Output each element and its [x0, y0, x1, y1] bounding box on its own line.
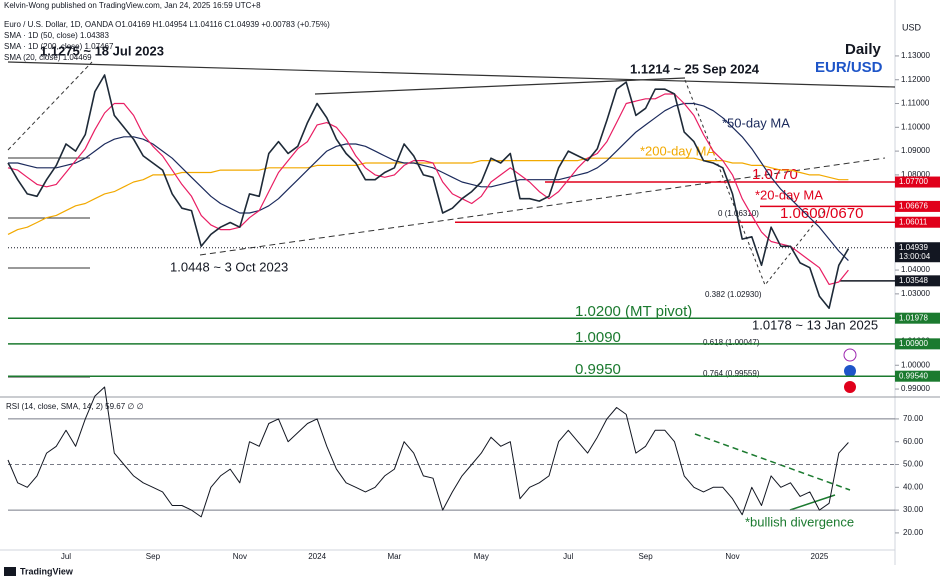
- annotation: *200-day MA: [640, 143, 715, 158]
- y-tick-label: 30.00: [903, 505, 924, 514]
- brand: TradingView: [20, 566, 74, 576]
- y-tick-label: 1.03000: [901, 289, 930, 298]
- y-tick-label: 1.10000: [901, 122, 930, 131]
- annotation: 1.0090: [575, 329, 621, 346]
- y-tick-label: 60.00: [903, 437, 924, 446]
- level-label-box: [895, 370, 940, 382]
- series-line: [7, 93, 849, 285]
- y-tick-label: 1.08000: [901, 170, 930, 179]
- level-sublabel: 13:00:04: [899, 252, 931, 261]
- series-line: [7, 386, 849, 518]
- annotation: 1.1275 ~ 18 Jul 2023: [40, 43, 164, 58]
- level-label: 1.04939: [899, 243, 928, 252]
- annotation: 1.1214 ~ 25 Sep 2024: [630, 61, 760, 76]
- series-line: [7, 157, 849, 235]
- level-label-box: [895, 312, 940, 324]
- y-tick-label: 50.00: [903, 460, 924, 469]
- logo: [4, 567, 16, 576]
- symbol-info: Euro / U.S. Dollar, 1D, OANDA O1.04169 H…: [4, 20, 330, 29]
- annotation: 1.0178 ~ 13 Jan 2025: [752, 317, 878, 332]
- divergence-line: [789, 494, 836, 511]
- publisher: Kelvin-Wong published on TradingView.com…: [4, 1, 261, 10]
- annotation: 0 (1.06310): [718, 209, 759, 218]
- rsi-title: RSI (14, close, SMA, 14, 2) 59.67 ∅ ∅: [6, 402, 144, 411]
- y-tick-label: 0.99000: [901, 384, 930, 393]
- x-tick-label: 2024: [308, 552, 326, 561]
- trendline: [199, 157, 886, 256]
- sma200-legend: SMA · 1D (200, close) 1.07467: [4, 42, 114, 51]
- annotation: 0.382 (1.02930): [705, 290, 762, 299]
- x-tick-label: 2025: [811, 552, 829, 561]
- level-label: 1.06011: [899, 217, 928, 226]
- rsi-trendline: [694, 433, 851, 491]
- x-tick-label: Sep: [638, 552, 653, 561]
- level-label: 1.00900: [899, 339, 928, 348]
- level-label-box: [895, 275, 940, 287]
- y-tick-label: 1.13000: [901, 51, 930, 60]
- annotation: EUR/USD: [815, 59, 883, 76]
- y-tick-label: 1.00000: [901, 360, 930, 369]
- annotation: 0.764 (0.99559): [703, 369, 760, 378]
- y-tick-label: 1.04000: [901, 265, 930, 274]
- level-label-box: [895, 176, 940, 188]
- level-label-box: [895, 200, 940, 212]
- level-label-box: [895, 242, 940, 263]
- y-tick-label: 1.09000: [901, 146, 930, 155]
- icon: [843, 348, 857, 362]
- y-tick-label: 70.00: [903, 414, 924, 423]
- annotation: 1.0600/0670: [780, 205, 863, 222]
- sma50-legend: SMA · 1D (50, close) 1.04383: [4, 31, 109, 40]
- annotation: 1.0200 (MT pivot): [575, 303, 692, 320]
- trendline: [314, 77, 686, 95]
- x-tick-label: Sep: [146, 552, 161, 561]
- x-tick-label: May: [474, 552, 489, 561]
- rsi-annotation: *bullish divergence: [745, 514, 854, 529]
- x-tick-label: Jul: [563, 552, 573, 561]
- annotation: *50-day MA: [722, 115, 790, 130]
- level-label-box: [895, 338, 940, 350]
- event-icons: [843, 348, 857, 393]
- y-tick-label: 1.11000: [901, 99, 930, 108]
- icon: [844, 365, 856, 377]
- level-label: 1.07700: [899, 177, 928, 186]
- series-line: [8, 102, 849, 262]
- level-label: 0.99540: [899, 371, 928, 380]
- x-tick-label: Jul: [61, 552, 71, 561]
- level-label-box: [895, 216, 940, 228]
- level-label: 1.06676: [899, 202, 928, 211]
- series-line: [7, 74, 850, 309]
- x-tick-label: Mar: [388, 552, 402, 561]
- annotation: Daily: [845, 41, 882, 58]
- trendline: [7, 61, 93, 151]
- y-tick-label: 20.00: [903, 528, 924, 537]
- annotation: 1.0448 ~ 3 Oct 2023: [170, 259, 288, 274]
- x-tick-label: Nov: [233, 552, 247, 561]
- y-tick-label: 1.12000: [901, 75, 930, 84]
- level-label: 1.03548: [899, 276, 928, 285]
- annotation: 0.9950: [575, 361, 621, 378]
- sma20-legend: SMA (20, close) 1.04469: [4, 53, 92, 62]
- level-label: 1.01978: [899, 313, 928, 322]
- currency: USD: [902, 22, 922, 32]
- y-tick-label: 40.00: [903, 482, 924, 491]
- trendline: [7, 61, 896, 88]
- x-tick-label: Nov: [725, 552, 739, 561]
- icon: [844, 381, 856, 393]
- annotation: *20-day MA: [755, 187, 823, 202]
- annotation: 0.618 (1.00047): [703, 338, 760, 347]
